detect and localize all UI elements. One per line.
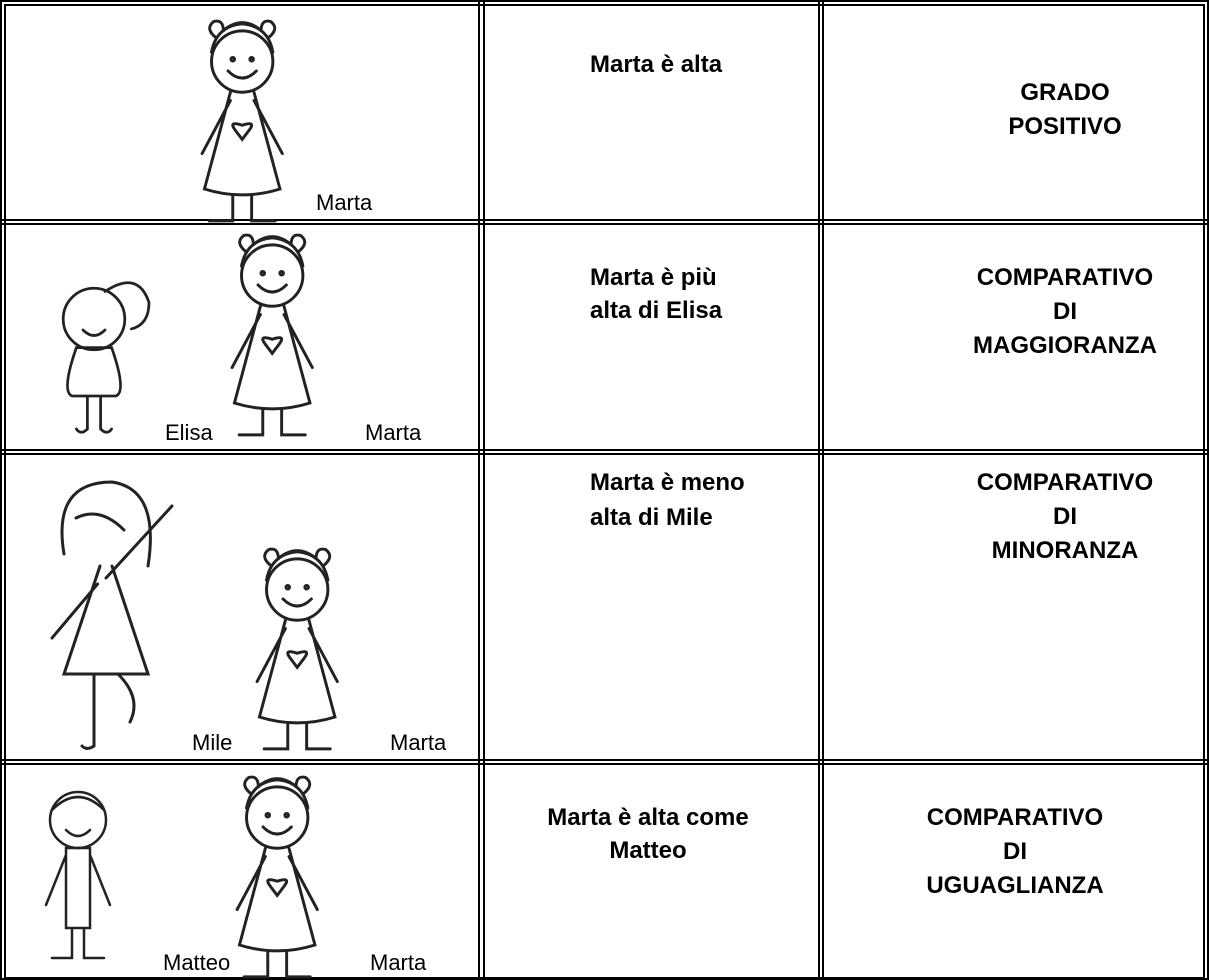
stroke [261, 336, 284, 356]
head [48, 790, 108, 850]
figure-name: Elisa [165, 420, 213, 445]
stroke [226, 69, 258, 80]
eye [284, 583, 292, 591]
stroke [208, 19, 277, 54]
stroke [256, 283, 288, 294]
sentence: Marta è alta [590, 51, 723, 78]
degree: DI [1003, 838, 1027, 865]
sentence: Marta è più [590, 264, 717, 291]
stroke [238, 233, 307, 268]
degree: COMPARATIVO [977, 264, 1153, 291]
illustration [200, 19, 284, 223]
illustration [50, 480, 174, 750]
stroke [242, 949, 312, 979]
eye [248, 55, 255, 63]
figure-name: Mile [192, 730, 232, 755]
stroke [286, 650, 309, 670]
stroke [66, 281, 151, 434]
stroke [262, 721, 332, 751]
illustration [230, 233, 314, 437]
degree: UGUAGLIANZA [926, 872, 1103, 899]
sentence: alta di Elisa [590, 297, 723, 324]
eye [229, 55, 237, 63]
stroke [44, 795, 112, 960]
stroke [50, 480, 174, 750]
figure-name: Marta [370, 950, 427, 975]
stroke [263, 547, 332, 582]
stroke [231, 122, 254, 142]
stroke [266, 878, 289, 898]
illustration [255, 547, 339, 751]
stroke [207, 193, 277, 223]
head [245, 785, 310, 850]
sentence: Matteo [609, 837, 686, 864]
eye [283, 811, 290, 819]
illustration [61, 281, 151, 434]
head [265, 557, 330, 622]
degree: DI [1053, 503, 1077, 530]
illustration [44, 790, 112, 960]
stroke [261, 825, 293, 836]
eye [278, 269, 285, 277]
degree: MINORANZA [992, 537, 1139, 564]
stroke [281, 597, 313, 608]
stroke [243, 775, 312, 810]
figure-name: Marta [390, 730, 447, 755]
figure-name: Marta [316, 190, 373, 215]
stroke [230, 304, 314, 411]
figure-name: Matteo [163, 950, 230, 975]
degree: COMPARATIVO [977, 469, 1153, 496]
degree: MAGGIORANZA [973, 332, 1157, 359]
head [240, 243, 305, 308]
stroke [255, 618, 339, 725]
sentence: alta di Mile [590, 504, 713, 531]
eye [259, 269, 267, 277]
eye [303, 583, 310, 591]
head [61, 286, 127, 352]
degree: GRADO [1020, 79, 1109, 106]
sentence: Marta è meno [590, 469, 745, 496]
degree: POSITIVO [1008, 113, 1121, 140]
eye [264, 811, 272, 819]
degree: COMPARATIVO [927, 804, 1103, 831]
head [210, 29, 275, 94]
sentence: Marta è alta come [547, 804, 748, 831]
stroke [235, 846, 319, 953]
stroke [237, 407, 307, 437]
illustration [235, 775, 319, 979]
stroke [200, 90, 284, 197]
figure-name: Marta [365, 420, 422, 445]
degree: DI [1053, 298, 1077, 325]
